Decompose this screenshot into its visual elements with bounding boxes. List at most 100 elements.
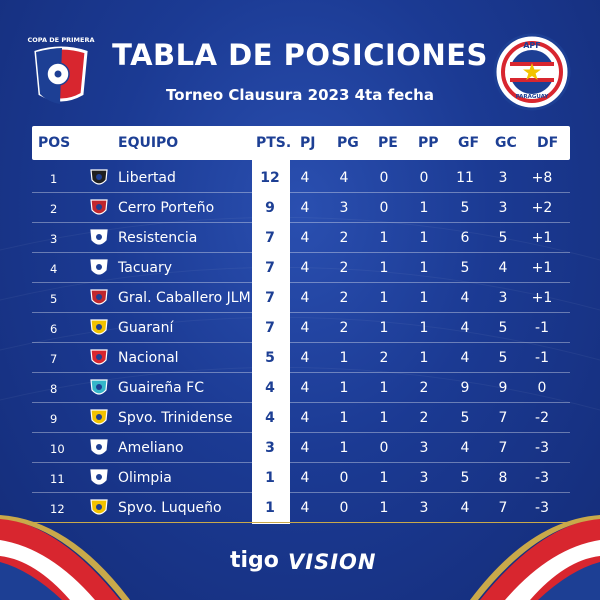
table-row: 6 Guaraní 7 4 2 1 1 4 5 -1 [32,313,570,343]
guarani-crest-icon [88,317,110,339]
row-pj: 4 [300,260,310,276]
row-pj: 4 [300,320,310,336]
apf-logo-bottom-text: PARAGUAY [515,94,549,100]
row-df: +1 [531,230,553,246]
apf-logo: APF PARAGUAY [492,32,572,112]
col-pj: PJ [300,135,316,151]
table-row: 9 Spvo. Trinidense 4 4 1 1 2 5 7 -2 [32,403,570,433]
row-team-name: Spvo. Trinidense [118,410,233,426]
col-pp: PP [418,135,439,151]
row-pj: 4 [300,410,310,426]
row-gf: 5 [460,410,470,426]
col-pe: PE [378,135,398,151]
row-pe: 1 [379,500,389,516]
row-pe: 2 [379,350,389,366]
row-df: +1 [531,260,553,276]
row-divider [32,402,570,403]
row-gf: 4 [460,290,470,306]
points-column-background [252,160,290,524]
table-row: 2 Cerro Porteño 9 4 3 0 1 5 3 +2 [32,193,570,223]
row-pp: 1 [419,320,429,336]
row-pj: 4 [300,500,310,516]
row-divider [32,342,570,343]
table-row: 10 Ameliano 3 4 1 0 3 4 7 -3 [32,433,570,463]
row-df: -2 [535,410,549,426]
row-pp: 3 [419,440,429,456]
row-position: 11 [50,472,65,486]
row-pe: 1 [379,380,389,396]
page-title: TABLA DE POSICIONES [112,38,488,72]
ameliano-crest-icon [88,437,110,459]
row-divider [32,312,570,313]
row-gc: 5 [498,350,508,366]
row-pp: 1 [419,350,429,366]
row-points: 3 [265,440,275,456]
row-gf: 6 [460,230,470,246]
row-divider [32,222,570,223]
row-pp: 0 [419,170,429,186]
row-pe: 1 [379,230,389,246]
row-gc: 5 [498,320,508,336]
luqueno-crest-icon [88,497,110,519]
table-row: 5 Gral. Caballero JLM 7 4 2 1 1 4 3 +1 [32,283,570,313]
apf-logo-top-text: APF [523,41,541,50]
col-gf: GF [458,135,480,151]
row-divider [32,432,570,433]
row-team-name: Olimpia [118,470,172,486]
row-gc: 7 [498,440,508,456]
row-gc: 7 [498,500,508,516]
row-df: -3 [535,440,549,456]
row-gf: 9 [460,380,470,396]
row-pe: 1 [379,470,389,486]
row-gf: 5 [460,470,470,486]
row-pe: 0 [379,440,389,456]
row-pj: 4 [300,470,310,486]
row-position: 10 [50,442,65,456]
row-pg: 2 [339,260,349,276]
row-gc: 9 [498,380,508,396]
row-pe: 1 [379,260,389,276]
row-gc: 3 [498,290,508,306]
row-position: 12 [50,502,65,516]
row-gf: 5 [460,200,470,216]
row-position: 4 [50,262,58,276]
row-team-name: Resistencia [118,230,198,246]
row-points: 12 [260,170,280,186]
row-divider [32,372,570,373]
row-points: 7 [265,230,275,246]
row-pp: 3 [419,470,429,486]
row-team-name: Guaireña FC [118,380,204,396]
row-df: 0 [537,380,547,396]
row-pg: 3 [339,200,349,216]
row-pp: 1 [419,290,429,306]
tacuary-crest-icon [88,257,110,279]
row-pp: 1 [419,230,429,246]
row-gc: 3 [498,200,508,216]
olimpia-crest-icon [88,467,110,489]
row-pg: 2 [339,320,349,336]
row-pg: 4 [339,170,349,186]
row-gc: 7 [498,410,508,426]
row-gf: 4 [460,320,470,336]
row-pe: 1 [379,290,389,306]
row-points: 7 [265,260,275,276]
row-pe: 0 [379,200,389,216]
tigo-sponsor-logo: tigo [230,548,279,573]
row-divider [32,192,570,193]
row-pg: 2 [339,230,349,246]
col-pos: POS [38,135,71,151]
row-team-name: Libertad [118,170,176,186]
row-df: -1 [535,320,549,336]
vision-sponsor-logo: VISION [288,550,377,574]
cerro-porteno-crest-icon [88,197,110,219]
row-team-name: Nacional [118,350,179,366]
row-divider [32,252,570,253]
copa-de-primera-logo: COPA DE PRIMERA [22,30,100,110]
table-row: 1 Libertad 12 4 4 0 0 11 3 +8 [32,163,570,193]
col-equipo: EQUIPO [118,135,179,151]
table-row: 3 Resistencia 7 4 2 1 1 6 5 +1 [32,223,570,253]
row-team-name: Tacuary [118,260,173,276]
row-pp: 1 [419,260,429,276]
row-df: +1 [531,290,553,306]
row-points: 1 [265,500,275,516]
